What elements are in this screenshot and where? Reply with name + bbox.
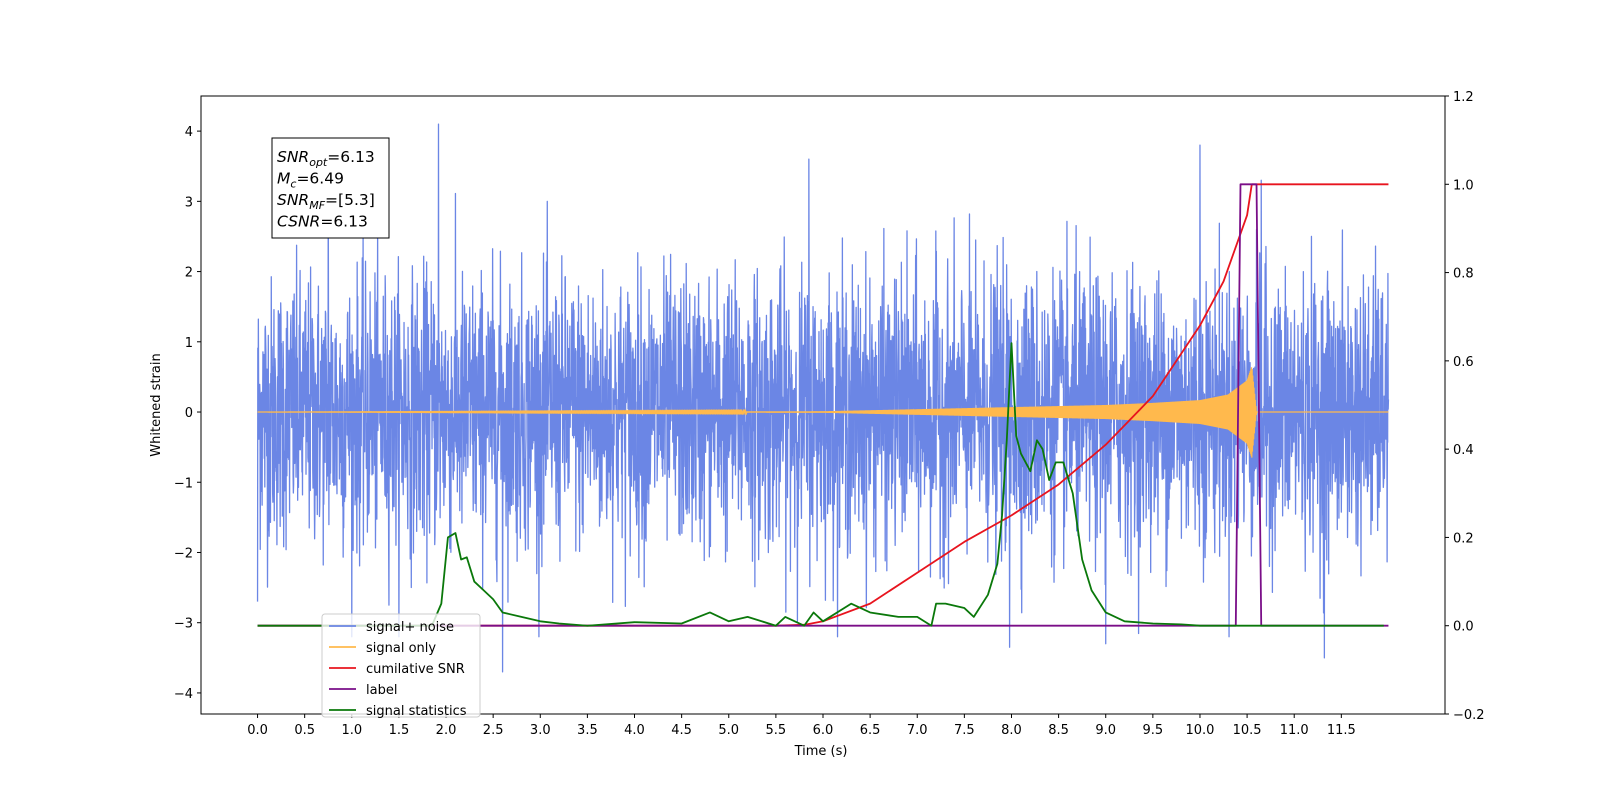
plot-area [256, 123, 1390, 673]
x-tick-label: 9.0 [1095, 723, 1116, 738]
y-left-tick-label: −4 [174, 687, 193, 702]
series-signal-only [257, 367, 1389, 458]
x-tick-label: 2.5 [483, 723, 504, 738]
y-right-tick-label: 0.8 [1453, 267, 1474, 282]
legend-frame [321, 613, 481, 718]
legend-label: label [366, 683, 397, 698]
legend-label: signal+ noise [366, 620, 454, 635]
y-axis-label: Whitened strain [149, 353, 164, 456]
x-axis-label: Time (s) [794, 744, 848, 759]
x-tick-label: 4.0 [624, 723, 645, 738]
y-left-tick-label: −3 [174, 617, 193, 632]
y-left-tick-label: 2 [185, 266, 193, 281]
annotation-line: SNRopt=6.13 [277, 148, 375, 169]
y-right-tick-label: 0.0 [1453, 620, 1474, 635]
x-tick-label: 6.5 [860, 723, 881, 738]
x-axis: 0.0 0.5 1.0 1.5 2.0 2.5 3.0 3.5 4.0 4.5 5.0 5.5 6.0 6… [247, 714, 1356, 738]
x-tick-label: 4.5 [671, 723, 692, 738]
x-tick-label: 3.5 [577, 723, 598, 738]
x-tick-label: 1.0 [341, 723, 362, 738]
series-signal-statistics [257, 342, 1384, 627]
x-tick-label: 11.5 [1327, 723, 1356, 738]
x-tick-label: 0.0 [247, 723, 268, 738]
x-tick-label: 8.5 [1048, 723, 1069, 738]
legend-label: signal only [366, 641, 436, 656]
y-left-tick-label: 3 [185, 195, 193, 210]
x-tick-label: 0.5 [294, 723, 315, 738]
x-tick-label: 7.0 [907, 723, 928, 738]
y-right-tick-label: 0.6 [1453, 355, 1474, 370]
annotation-line: Mc=6.49 [277, 170, 344, 191]
x-tick-label: 11.0 [1280, 723, 1309, 738]
y-right-tick-label: 0.4 [1453, 443, 1474, 458]
annotation-frame [271, 137, 390, 239]
y-axis-right: −0.2 0.0 0.2 0.4 0.6 0.8 1.0 1.2 [1445, 90, 1485, 723]
x-tick-label: 1.5 [389, 723, 410, 738]
x-tick-label: 8.0 [1001, 723, 1022, 738]
y-right-tick-label: 0.2 [1453, 531, 1474, 546]
x-tick-label: 3.0 [530, 723, 551, 738]
y-left-tick-label: 4 [185, 125, 193, 140]
annotation-line: SNRMF=[5.3] [277, 191, 375, 212]
x-tick-label: 5.0 [718, 723, 739, 738]
x-tick-label: 10.0 [1185, 723, 1214, 738]
y-left-tick-label: 0 [185, 406, 193, 421]
x-tick-label: 7.5 [954, 723, 975, 738]
y-left-tick-label: 1 [185, 336, 193, 351]
y-left-tick-label: −1 [174, 476, 193, 491]
x-tick-label: 9.5 [1143, 723, 1164, 738]
y-left-tick-label: −2 [174, 546, 193, 561]
x-tick-label: 2.0 [436, 723, 457, 738]
y-right-tick-label: −0.2 [1453, 708, 1485, 723]
legend: signal+ noise signal only cumilative SNR la… [321, 613, 481, 719]
legend-label: cumilative SNR [366, 662, 465, 677]
series-cumulative-snr [257, 183, 1389, 627]
y-axis-left: −4 −3 −2 −1 0 1 2 3 4 [174, 125, 201, 702]
y-right-tick-label: 1.2 [1453, 90, 1474, 105]
x-tick-label: 5.5 [766, 723, 787, 738]
x-tick-label: 10.5 [1233, 723, 1262, 738]
y-right-tick-label: 1.0 [1453, 178, 1474, 193]
annotation-line: CSNR=6.13 [277, 213, 368, 231]
series-signal-noise [256, 123, 1390, 673]
x-tick-label: 6.0 [813, 723, 834, 738]
legend-label: signal statistics [366, 704, 467, 719]
